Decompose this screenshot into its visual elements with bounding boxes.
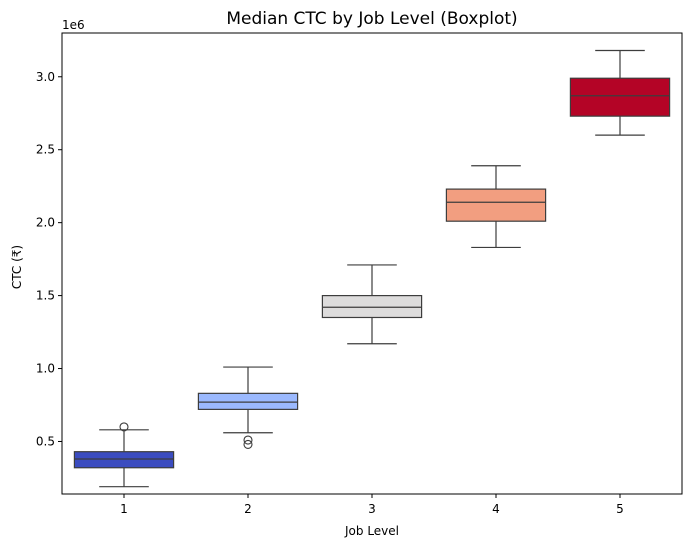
y-tick-label: 3.0 [36,70,55,84]
x-tick-label: 3 [368,502,376,516]
x-tick-label: 2 [244,502,252,516]
y-tick-label: 1.5 [36,289,55,303]
y-tick-label: 0.5 [36,434,55,448]
y-tick-label: 1.0 [36,362,55,376]
box-level-3 [321,294,423,319]
y-tick-label: 2.5 [36,143,55,157]
x-tick-label: 1 [120,502,128,516]
box-level-2 [197,392,299,410]
outlier-point [243,439,253,449]
outlier-point [119,422,129,432]
outlier-point [243,435,253,445]
box-level-1 [73,451,175,469]
y-axis-offset-label: 1e6 [62,18,85,32]
x-axis-label: Job Level [344,524,399,538]
box-level-5 [569,77,671,117]
x-tick-label: 5 [616,502,624,516]
x-tick-label: 4 [492,502,500,516]
y-tick-label: 2.0 [36,216,55,230]
chart-title: Median CTC by Job Level (Boxplot) [226,9,517,29]
y-axis-label: CTC (₹) [10,245,24,289]
box-level-4 [445,188,547,222]
